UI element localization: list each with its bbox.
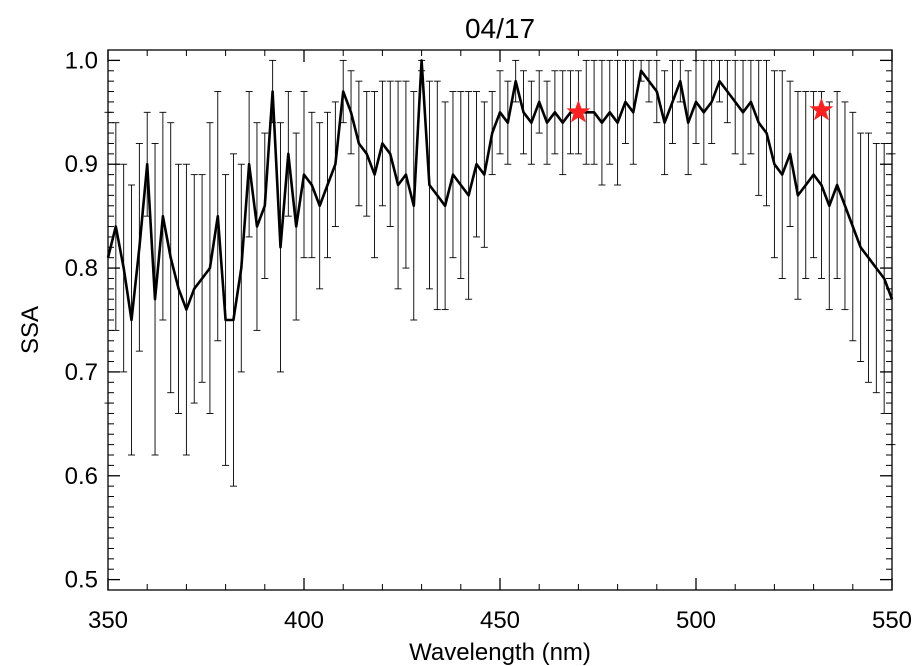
minor-ticks: [108, 50, 892, 590]
y-tick-label: 0.7: [65, 359, 98, 386]
major-ticks: [107, 50, 893, 590]
x-tick-label: 350: [88, 607, 128, 634]
y-tick-label: 0.8: [65, 255, 98, 282]
y-tick-labels: 0.5 0.6 0.7 0.8 0.9 1.0: [65, 47, 98, 593]
y-tick-label: 1.0: [65, 47, 98, 74]
y-tick-label: 0.9: [65, 151, 98, 178]
x-tick-labels: 350 400 450 500 550: [88, 607, 912, 634]
y-axis-title: SSA: [17, 306, 44, 354]
ssa-series-line: [106, 59, 894, 322]
x-tick-label: 450: [480, 607, 520, 634]
star-marker: [809, 97, 834, 121]
chart-title: 04/17: [465, 13, 535, 44]
x-tick-label: 550: [872, 607, 912, 634]
x-axis-title: Wavelength (nm): [409, 639, 591, 666]
y-tick-label: 0.5: [65, 567, 98, 594]
x-tick-label: 500: [676, 607, 716, 634]
star-marker: [566, 99, 591, 123]
x-tick-label: 400: [284, 607, 324, 634]
y-tick-label: 0.6: [65, 463, 98, 490]
reference-markers: [566, 97, 834, 123]
